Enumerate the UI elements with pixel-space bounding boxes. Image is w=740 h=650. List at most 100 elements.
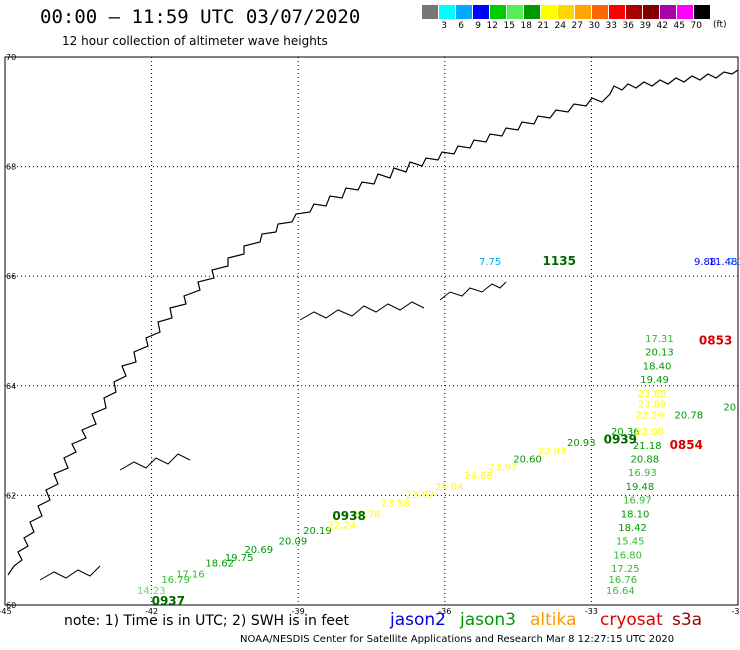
legend-swatch [660, 5, 677, 19]
legend-labels: 3 6 9 12 15 18 21 24 27 30 33 36 39 42 45 70 [422, 21, 711, 31]
legend-label: 30 [588, 21, 600, 31]
latitude-tick-label: 68 [6, 163, 16, 172]
wave-height-value: 17.16 [176, 570, 205, 581]
greenland-coastline [7, 69, 739, 576]
legend-label: 3 [441, 21, 447, 31]
footnote: note: 1) Time is in UTC; 2) SWH is in fe… [64, 613, 350, 629]
wave-height-value: 19.49 [640, 375, 669, 386]
wave-height-value: 20.75 [723, 402, 740, 413]
pass-time-label: 0853 [699, 334, 732, 348]
wave-height-value: 18.40 [643, 361, 672, 372]
wave-height-value: 20.36 [611, 427, 640, 438]
latitude-tick-label: 62 [6, 491, 16, 500]
wave-height-value: 15.45 [616, 537, 645, 548]
legend-swatch [558, 5, 575, 19]
pass-time-label: 0937 [152, 594, 185, 608]
wave-height-value: 11.48 [709, 257, 738, 268]
legend-swatch [592, 5, 609, 19]
legend-label: 21 [537, 21, 549, 31]
wave-height-value: 18.42 [618, 523, 647, 534]
legend-unit: (ft) [713, 20, 727, 30]
legend-swatch [575, 5, 592, 19]
wave-height-value: 18.62 [205, 559, 234, 570]
satellite-name: jason2 [390, 610, 446, 630]
legend-label: 45 [673, 21, 685, 31]
wave-height-value: 7.37 [728, 257, 740, 268]
longitude-tick-label: -36 [438, 607, 451, 616]
legend-swatch [643, 5, 660, 19]
legend-swatch [490, 5, 507, 19]
wave-height-value: 18.10 [621, 509, 650, 520]
wave-height-value: 17.31 [645, 334, 674, 345]
wave-height-value: 20.69 [244, 545, 273, 556]
legend-label: 9 [475, 21, 481, 31]
wave-height-value: 23.69 [638, 389, 667, 400]
wave-height-value: 14.23 [137, 586, 166, 597]
map-frame [4, 56, 739, 606]
legend-swatch [609, 5, 626, 19]
wave-height-value: 16.97 [623, 496, 652, 507]
legend-swatch [694, 5, 711, 19]
graticule [4, 56, 739, 606]
legend-swatch [439, 5, 456, 19]
wave-height-value: 24.04 [435, 482, 464, 493]
legend-label: 15 [503, 21, 515, 31]
pass-time-label: 0938 [332, 509, 365, 523]
longitude-tick-label: -33 [585, 607, 598, 616]
latitude-tick-label: 64 [6, 382, 16, 391]
legend-label: 6 [458, 21, 464, 31]
longitude-tick-label: -45 [0, 607, 12, 616]
wave-height-value: 16.76 [609, 575, 638, 586]
wave-height-value: 17.25 [611, 564, 640, 575]
legend-label: 33 [605, 21, 617, 31]
longitude-tick-label: -39 [292, 607, 305, 616]
wave-height-value: 23.58 [381, 498, 410, 509]
wave-height-value: 20.93 [567, 438, 596, 449]
legend-label: 36 [622, 21, 634, 31]
legend-label: 70 [690, 21, 702, 31]
legend-swatch [456, 5, 473, 19]
legend-label: 24 [554, 21, 566, 31]
longitude-tick-label: -42 [145, 607, 158, 616]
legend-label: 39 [639, 21, 651, 31]
pass-time-label: 0854 [670, 438, 703, 452]
satellite-name: s3a [672, 610, 703, 630]
legend-label: 27 [571, 21, 583, 31]
wave-height-value: 16.64 [606, 586, 635, 597]
legend-label: 18 [520, 21, 532, 31]
latitude-tick-label: 66 [6, 272, 16, 281]
legend-swatch [507, 5, 524, 19]
color-legend: 3 6 9 12 15 18 21 24 27 30 33 36 39 42 45 70 [422, 5, 711, 31]
chart-subtitle: 12 hour collection of altimeter wave hei… [62, 34, 328, 48]
latitude-tick-label: 60 [6, 601, 16, 610]
pass-time-label: 0939 [604, 432, 637, 446]
wave-height-value: 21.18 [633, 441, 662, 452]
wave-height-value: 22.93 [538, 446, 567, 457]
legend-swatch [626, 5, 643, 19]
wave-height-value: 7.75 [479, 257, 501, 268]
wave-height-value: 16.93 [628, 468, 657, 479]
wave-height-value: 20.13 [645, 348, 674, 359]
wave-height-value: 20.78 [674, 411, 703, 422]
wave-height-value: 16.79 [161, 575, 190, 586]
wave-height-value: 22.24 [328, 520, 357, 531]
wave-height-value: 20.19 [303, 526, 332, 537]
pass-time-labels: 0937 0938 0939 1135 0853 0854 [152, 254, 733, 608]
pass-time-label: 1135 [543, 254, 576, 268]
wave-height-value: 19.48 [626, 482, 655, 493]
wave-height-value: 20.60 [513, 455, 542, 466]
legend-swatches [422, 5, 711, 19]
chart-title: 00:00 – 11:59 UTC 03/07/2020 [40, 6, 361, 28]
wave-height-value: 16.80 [613, 550, 642, 561]
wave-height-value: 23.92 [406, 490, 435, 501]
latitude-tick-label: 70 [6, 53, 16, 62]
wave-height-value: 22.00 [635, 427, 664, 438]
legend-swatch [541, 5, 558, 19]
longitude-tick-label: -30 [731, 607, 740, 616]
axis-tick-labels: -45 -42 -39 -36 -33 -30 70 68 66 64 62 60 [0, 53, 740, 616]
wave-height-value: 24.68 [464, 471, 493, 482]
credit-footer: NOAA/NESDIS Center for Satellite Applica… [240, 634, 675, 645]
wave-height-value: 20.09 [279, 537, 308, 548]
